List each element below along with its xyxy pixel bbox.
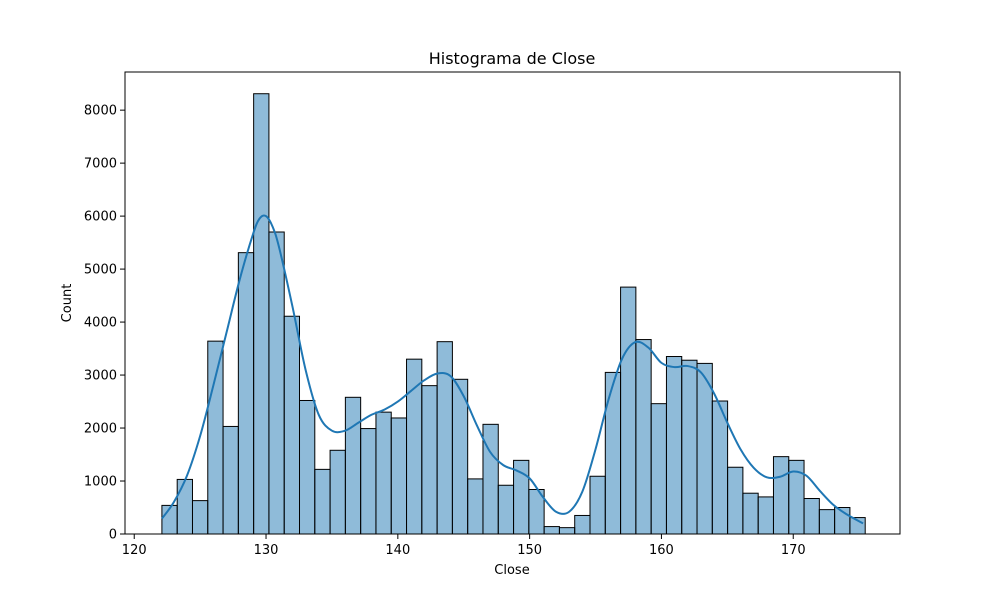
y-tick-label: 8000 xyxy=(84,104,117,119)
x-tick-label: 120 xyxy=(122,543,147,558)
histogram-bar xyxy=(283,315,301,535)
histogram-bar xyxy=(467,478,484,535)
histogram-bar xyxy=(176,478,193,535)
histogram-bar xyxy=(742,492,759,535)
histogram-bar xyxy=(604,371,622,535)
histogram-bar xyxy=(711,400,729,535)
histogram-bar xyxy=(757,496,774,535)
histogram-bar xyxy=(237,252,255,535)
y-tick-label: 1000 xyxy=(84,475,117,490)
histogram-bar xyxy=(191,500,209,535)
histogram-bar xyxy=(803,498,820,535)
histogram-bar xyxy=(360,428,377,535)
histogram-bar xyxy=(268,231,285,535)
y-axis-label: Count xyxy=(60,284,75,323)
y-tick-label: 3000 xyxy=(84,369,117,384)
histogram-bar xyxy=(620,286,637,535)
histogram-bar xyxy=(497,484,515,535)
x-tick-label: 160 xyxy=(649,543,674,558)
histogram-bar xyxy=(772,456,790,535)
histogram-bar xyxy=(574,514,591,535)
y-tick-label: 0 xyxy=(109,528,117,543)
histogram-bar xyxy=(329,449,346,535)
x-axis-ticks: 120 130 140 150 160 170 xyxy=(122,534,806,558)
histogram-bar xyxy=(482,423,499,535)
histogram-bar xyxy=(696,362,713,535)
kde-curve xyxy=(161,214,864,525)
histogram-bar xyxy=(421,385,438,535)
y-axis-ticks: 0 1000 2000 3000 4000 5000 6000 7000 8000 xyxy=(84,104,125,543)
histogram-bar xyxy=(650,403,667,535)
y-tick-label: 6000 xyxy=(84,210,117,225)
x-tick-label: 130 xyxy=(254,543,279,558)
bars-group xyxy=(161,93,866,535)
histogram-bar xyxy=(375,411,392,535)
y-tick-label: 2000 xyxy=(84,422,117,437)
histogram-bar xyxy=(558,527,576,535)
histogram-bar xyxy=(635,339,652,535)
histogram-bar xyxy=(344,396,362,535)
chart-title: Histograma de Close xyxy=(429,49,596,68)
y-tick-label: 7000 xyxy=(84,157,117,172)
histogram-bar xyxy=(253,93,270,535)
histogram-bar xyxy=(314,468,331,535)
plot-frame xyxy=(124,71,901,535)
x-axis-label: Close xyxy=(494,563,529,578)
histogram-bar xyxy=(222,425,239,535)
x-tick-label: 150 xyxy=(517,543,542,558)
histogram-bar xyxy=(299,399,316,535)
histogram-bar xyxy=(665,356,683,535)
histogram-bar xyxy=(727,466,744,535)
histogram-bar xyxy=(436,341,453,535)
histogram-bar xyxy=(406,358,423,535)
histogram-bar xyxy=(390,417,408,535)
histogram-bar xyxy=(543,526,560,535)
histogram-bar xyxy=(513,459,530,535)
y-tick-label: 4000 xyxy=(84,316,117,331)
x-tick-label: 170 xyxy=(781,543,806,558)
histogram-bar xyxy=(681,359,698,535)
histogram-bar xyxy=(589,475,606,535)
histogram-bar xyxy=(818,509,836,535)
histogram-bar xyxy=(207,340,224,535)
histogram-bar xyxy=(451,378,469,535)
y-tick-label: 5000 xyxy=(84,263,117,278)
x-tick-label: 140 xyxy=(385,543,410,558)
